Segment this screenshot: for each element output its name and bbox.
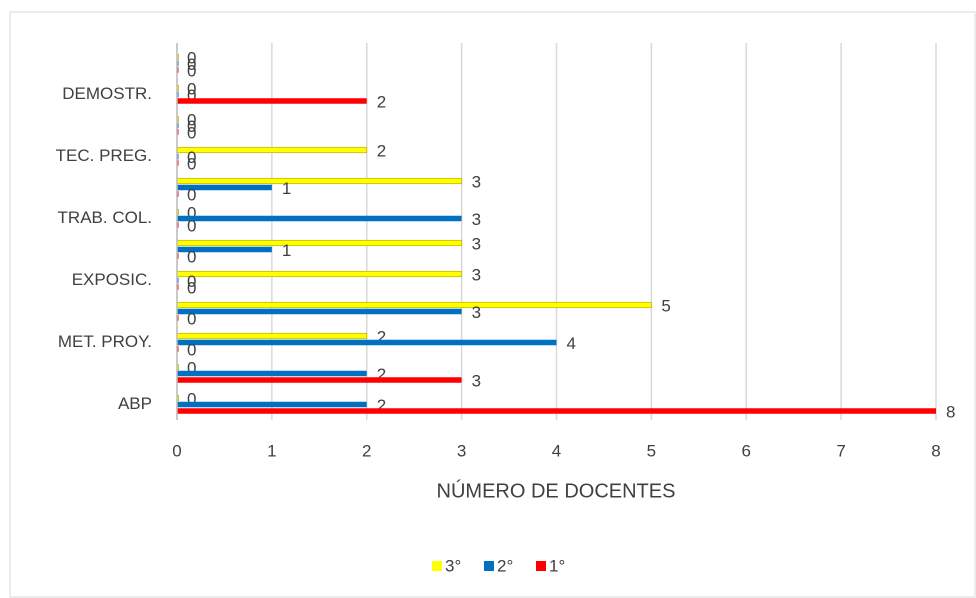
y-tick-label: MET. PROY. (58, 332, 152, 351)
legend-swatch (432, 561, 442, 571)
legend-swatch (536, 561, 546, 571)
bar (177, 215, 462, 222)
value-label: 0 (187, 86, 196, 105)
value-label: 0 (187, 154, 196, 173)
value-label: 2 (377, 396, 386, 415)
x-tick-label: 2 (362, 441, 371, 460)
value-label: 2 (377, 141, 386, 160)
value-label: 2 (377, 327, 386, 346)
value-label: 2 (377, 92, 386, 111)
x-tick-label: 1 (267, 441, 276, 460)
legend-label: 2° (497, 556, 513, 575)
x-tick-label: 8 (931, 441, 940, 460)
x-tick-label: 7 (836, 441, 845, 460)
value-label: 0 (187, 123, 196, 142)
y-tick-label: DEMOSTR. (62, 84, 152, 103)
value-label: 0 (187, 278, 196, 297)
bar (177, 184, 272, 191)
value-label: 0 (187, 309, 196, 328)
value-label: 1 (282, 179, 291, 198)
bar (177, 377, 462, 383)
bar (177, 339, 557, 346)
bar (177, 408, 936, 414)
value-label: 5 (661, 296, 670, 315)
value-label: 0 (187, 216, 196, 235)
value-label: 0 (187, 117, 196, 136)
value-label: 0 (187, 55, 196, 74)
legend-label: 1° (549, 556, 565, 575)
bar (176, 301, 652, 309)
x-axis-label: NÚMERO DE DOCENTES (437, 479, 676, 502)
value-label: 3 (472, 234, 481, 253)
value-label: 0 (187, 340, 196, 359)
bar (176, 332, 368, 340)
y-tick-label: TEC. PREG. (56, 146, 152, 165)
x-tick-label: 0 (172, 441, 181, 460)
legend-swatch (484, 561, 494, 571)
y-tick-label: ABP (118, 394, 152, 413)
value-label: 0 (187, 358, 196, 377)
value-label: 0 (187, 272, 196, 291)
value-label: 1 (282, 241, 291, 260)
value-label: 0 (187, 110, 196, 129)
bar (177, 308, 462, 315)
x-tick-label: 5 (647, 441, 656, 460)
value-label: 0 (187, 48, 196, 67)
y-tick-label: EXPOSIC. (72, 270, 152, 289)
value-label: 0 (187, 185, 196, 204)
value-label: 3 (472, 303, 481, 322)
bar (176, 146, 368, 154)
value-label: 0 (187, 389, 196, 408)
x-tick-label: 4 (552, 441, 561, 460)
value-label: 2 (377, 365, 386, 384)
value-label: 4 (567, 334, 576, 353)
x-tick-label: 6 (742, 441, 751, 460)
value-label: 3 (472, 371, 481, 390)
value-label: 0 (187, 203, 196, 222)
value-label: 0 (187, 148, 196, 167)
value-label: 3 (472, 265, 481, 284)
value-label: 3 (472, 172, 481, 191)
bar (176, 239, 462, 247)
value-label: 3 (472, 210, 481, 229)
x-tick-label: 3 (457, 441, 466, 460)
y-tick-label: TRAB. COL. (58, 208, 152, 227)
value-label: 0 (187, 79, 196, 98)
bar (177, 98, 367, 104)
bar (176, 177, 462, 185)
value-label: 8 (946, 402, 955, 421)
bar (177, 246, 272, 253)
bar (177, 370, 367, 377)
legend-label: 3° (445, 556, 461, 575)
bar (176, 270, 462, 278)
value-label: 0 (187, 247, 196, 266)
bar (177, 401, 367, 408)
value-label: 0 (187, 61, 196, 80)
